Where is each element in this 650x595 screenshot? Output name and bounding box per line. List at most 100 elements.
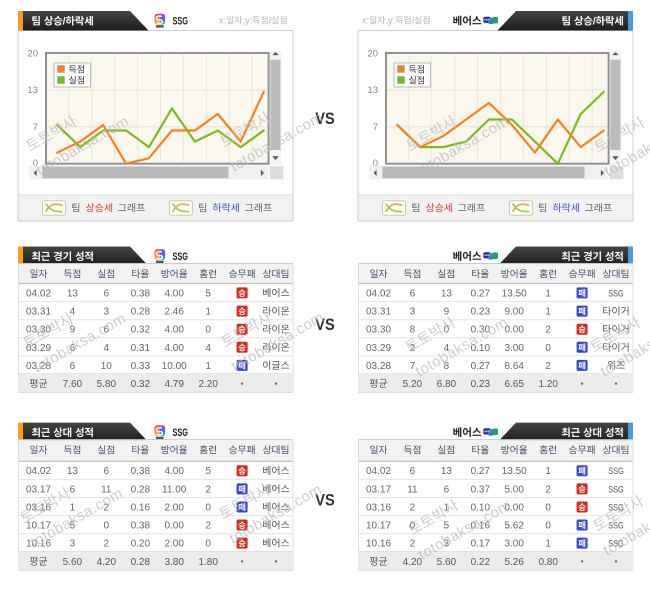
- svg-text:13: 13: [367, 85, 378, 96]
- svg-text:1: 1: [205, 307, 211, 318]
- svg-text:0.27: 0.27: [471, 288, 491, 299]
- svg-text:0.27: 0.27: [471, 466, 491, 477]
- svg-text:2: 2: [104, 539, 110, 550]
- svg-text:4: 4: [70, 307, 76, 318]
- svg-text:,y:: ,y:: [243, 16, 253, 26]
- svg-text:6: 6: [104, 466, 110, 477]
- svg-text:13: 13: [27, 85, 38, 96]
- svg-text:0.37: 0.37: [471, 484, 491, 495]
- svg-text:0.80: 0.80: [538, 557, 558, 568]
- svg-text:4: 4: [104, 343, 110, 354]
- svg-text:10.16: 10.16: [26, 539, 51, 550]
- svg-text:03.29: 03.29: [26, 343, 51, 354]
- svg-text:5.00: 5.00: [504, 484, 524, 495]
- svg-text:SSG: SSG: [608, 466, 624, 477]
- svg-text:2: 2: [410, 503, 416, 514]
- svg-text:13: 13: [67, 466, 79, 477]
- svg-text:6: 6: [104, 325, 110, 336]
- svg-text:SSG: SSG: [608, 521, 624, 532]
- svg-text:0.23: 0.23: [471, 307, 491, 318]
- svg-text:1: 1: [545, 539, 551, 550]
- svg-text:0.38: 0.38: [131, 521, 151, 532]
- svg-text:11: 11: [407, 484, 418, 495]
- svg-text:0.23: 0.23: [471, 379, 491, 390]
- svg-text:03.31: 03.31: [26, 307, 51, 318]
- svg-text:2: 2: [205, 484, 211, 495]
- svg-text:SSG: SSG: [608, 288, 624, 299]
- svg-text:0.32: 0.32: [131, 325, 151, 336]
- svg-text:0: 0: [545, 521, 551, 532]
- svg-text:6: 6: [410, 288, 416, 299]
- svg-text:0.16: 0.16: [131, 503, 151, 514]
- svg-text:0.27: 0.27: [471, 361, 491, 372]
- svg-text:2.00: 2.00: [164, 503, 184, 514]
- svg-text:9: 9: [70, 325, 76, 336]
- svg-text:5.60: 5.60: [63, 557, 83, 568]
- svg-text:20: 20: [367, 48, 378, 59]
- svg-text:4: 4: [205, 343, 211, 354]
- svg-text:5: 5: [205, 288, 211, 299]
- svg-text:0: 0: [545, 503, 551, 514]
- svg-text:5: 5: [205, 466, 211, 477]
- svg-text:4.00: 4.00: [164, 343, 184, 354]
- svg-text:0.31: 0.31: [131, 343, 151, 354]
- svg-text:/: /: [593, 17, 596, 28]
- svg-text:5.80: 5.80: [97, 379, 117, 390]
- svg-text:SSG: SSG: [608, 484, 624, 495]
- svg-text:0.10: 0.10: [471, 503, 491, 514]
- svg-text:2.20: 2.20: [198, 379, 218, 390]
- svg-text:03.28: 03.28: [366, 361, 391, 372]
- svg-text:/: /: [63, 17, 66, 28]
- svg-text:3.00: 3.00: [504, 343, 524, 354]
- svg-text:0.16: 0.16: [471, 521, 491, 532]
- svg-text:1: 1: [70, 503, 76, 514]
- svg-text:3.00: 3.00: [504, 539, 524, 550]
- svg-text:1: 1: [545, 288, 551, 299]
- svg-text:11: 11: [101, 484, 112, 495]
- svg-text:04.02: 04.02: [366, 288, 391, 299]
- svg-text:0: 0: [373, 158, 378, 169]
- svg-text:0.20: 0.20: [131, 539, 151, 550]
- svg-text:,y:: ,y:: [386, 16, 396, 26]
- svg-text:03.16: 03.16: [26, 503, 51, 514]
- svg-text:0.10: 0.10: [471, 343, 491, 354]
- svg-text:3: 3: [104, 307, 110, 318]
- svg-text:6: 6: [444, 484, 450, 495]
- svg-text:4: 4: [444, 343, 450, 354]
- svg-text:0.28: 0.28: [131, 557, 151, 568]
- svg-text:1.20: 1.20: [538, 379, 558, 390]
- svg-text:6: 6: [410, 466, 416, 477]
- svg-text:13.50: 13.50: [502, 288, 527, 299]
- svg-text:0: 0: [33, 158, 38, 169]
- svg-text:0: 0: [545, 343, 551, 354]
- svg-text:7.60: 7.60: [63, 379, 83, 390]
- svg-text:10.16: 10.16: [366, 539, 391, 550]
- svg-text:4.79: 4.79: [164, 379, 184, 390]
- svg-text:1: 1: [205, 361, 211, 372]
- svg-text:03.29: 03.29: [366, 343, 391, 354]
- svg-text:10.17: 10.17: [366, 521, 391, 532]
- svg-text:7: 7: [410, 361, 416, 372]
- svg-text:1: 1: [545, 466, 551, 477]
- svg-text:4.00: 4.00: [164, 466, 184, 477]
- svg-text:03.28: 03.28: [26, 361, 51, 372]
- svg-text:4.00: 4.00: [164, 288, 184, 299]
- svg-text:5.26: 5.26: [504, 557, 524, 568]
- svg-text:3: 3: [70, 539, 76, 550]
- svg-text:3: 3: [444, 539, 450, 550]
- svg-text:1: 1: [444, 503, 450, 514]
- svg-text:0: 0: [444, 325, 450, 336]
- svg-text:SSG: SSG: [173, 427, 189, 439]
- svg-text:0.22: 0.22: [471, 557, 491, 568]
- svg-text:9: 9: [444, 307, 450, 318]
- svg-text:4.20: 4.20: [403, 557, 423, 568]
- svg-text:13: 13: [67, 288, 79, 299]
- svg-text:0: 0: [205, 325, 211, 336]
- svg-text:6.65: 6.65: [504, 379, 524, 390]
- svg-text:3.80: 3.80: [164, 557, 184, 568]
- svg-text:0.38: 0.38: [131, 466, 151, 477]
- svg-text:5.20: 5.20: [403, 379, 423, 390]
- svg-text:04.02: 04.02: [26, 466, 51, 477]
- svg-text:10.00: 10.00: [162, 361, 187, 372]
- svg-text:5.62: 5.62: [504, 521, 524, 532]
